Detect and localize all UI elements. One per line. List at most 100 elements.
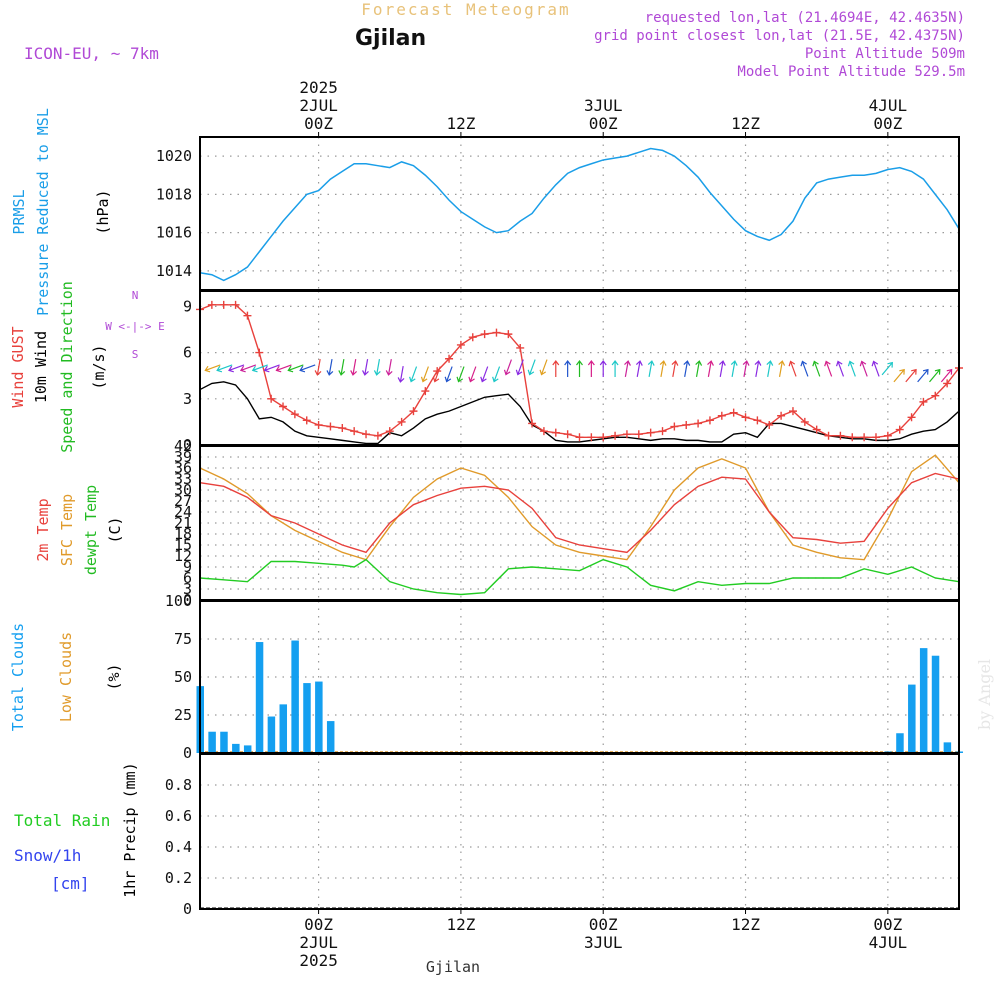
gust-marker <box>800 417 809 426</box>
cloud-bar <box>267 716 276 753</box>
panel-axis-label: dewpt Temp <box>82 485 100 575</box>
arrow-shaft <box>754 360 762 377</box>
wind-direction-arrow <box>362 359 369 376</box>
wind-direction-arrow <box>228 364 245 373</box>
wind-direction-arrow <box>373 359 381 376</box>
panel-axis-label: (%) <box>105 663 123 690</box>
wind-direction-arrow <box>788 360 797 377</box>
wind-direction-arrow <box>397 366 405 383</box>
gust-marker <box>575 433 584 442</box>
y-tick-label: 1016 <box>156 224 192 242</box>
y-tick-label: 1020 <box>156 147 192 165</box>
gust-marker <box>528 419 537 428</box>
gust-marker <box>919 397 928 406</box>
y-tick-label: 0.8 <box>165 776 192 794</box>
cloud-bar <box>291 640 299 753</box>
gust-marker <box>587 433 596 442</box>
arrow-shaft <box>683 360 691 377</box>
arrow-shaft <box>216 364 233 373</box>
gridpoint-coords: grid point closest lon,lat (21.5E, 42.43… <box>594 28 965 44</box>
legend-total-rain: Total Rain <box>14 811 110 830</box>
arrow-shaft <box>552 360 560 377</box>
arrow-shaft <box>539 359 548 376</box>
x-tick-label-bottom: 12Z <box>731 915 760 934</box>
y-tick-label: 33 <box>174 470 192 488</box>
arrow-shaft <box>847 360 856 377</box>
arrow-shaft <box>624 360 631 377</box>
model-label: ICON-EU, ~ 7km <box>24 44 159 63</box>
arrow-shaft <box>385 359 393 376</box>
wind-direction-arrow <box>683 360 691 377</box>
gust-marker <box>456 340 465 349</box>
wind-direction-arrow <box>929 368 941 383</box>
wind-direction-arrow <box>800 360 809 377</box>
wind-direction-arrow <box>647 360 655 377</box>
gust-marker <box>397 417 406 426</box>
panel-axis-label: 10m Wind <box>32 331 50 403</box>
gust-marker <box>421 387 430 396</box>
arrow-shaft <box>456 366 465 383</box>
y-tick-label: 24 <box>174 503 192 521</box>
sfc-temp-line <box>199 454 960 561</box>
gust-marker <box>777 411 786 420</box>
arrow-shaft <box>527 359 536 376</box>
x-tick-label-top: 2025 <box>299 78 338 97</box>
panel-axis-label: SFC Temp <box>58 494 76 566</box>
wind-direction-arrow <box>338 359 346 376</box>
gust-marker <box>516 343 525 352</box>
y-tick-label: 30 <box>174 481 192 499</box>
gust-marker <box>931 391 940 400</box>
y-tick-label: 1014 <box>156 262 192 280</box>
wind-direction-arrow <box>635 360 643 377</box>
gust-marker <box>871 433 880 442</box>
gust-marker <box>741 413 750 422</box>
x-tick-label-bottom: 2025 <box>299 951 338 970</box>
y-tick-label: 0 <box>183 436 192 454</box>
wind-direction-arrow <box>444 366 453 383</box>
panel-frame-1 <box>199 136 960 291</box>
wind-direction-arrow <box>275 364 292 373</box>
cloud-bar <box>896 733 904 753</box>
gust-marker <box>267 394 276 403</box>
x-tick-label-top: 00Z <box>873 114 902 133</box>
panel-axis-label: Wind GUST <box>9 326 27 407</box>
y-tick-label: 15 <box>174 536 192 554</box>
y-tick-label: 1018 <box>156 185 192 203</box>
arrow-shaft <box>788 360 797 377</box>
wind-direction-arrow <box>503 359 512 376</box>
cloud-bar <box>943 742 952 753</box>
arrow-shaft <box>251 364 268 373</box>
wind-direction-arrow <box>881 361 893 376</box>
cloud-bar <box>919 648 928 753</box>
wind-direction-arrow <box>576 360 583 377</box>
arrow-shaft <box>299 364 316 373</box>
cloud-bar <box>326 721 335 753</box>
wind-direction-arrow <box>599 360 607 377</box>
wind-direction-arrow <box>859 360 868 377</box>
arrow-shaft <box>576 360 583 377</box>
wind-direction-arrow <box>940 368 953 383</box>
y-tick-label: 6 <box>183 569 192 587</box>
arrow-shaft <box>492 366 501 383</box>
wind-direction-arrow <box>624 360 631 377</box>
requested-coords: requested lon,lat (21.4694E, 42.4635N) <box>644 10 965 26</box>
gust-marker <box>895 425 904 434</box>
gust-marker <box>255 348 264 357</box>
gust-marker <box>599 433 608 442</box>
pressure-line <box>199 147 960 282</box>
arrow-shaft <box>515 359 524 376</box>
arrow-shaft <box>917 368 929 383</box>
wind-direction-arrow <box>754 360 762 377</box>
y-tick-label: 39 <box>174 448 192 466</box>
wind-direction-arrow <box>468 366 477 383</box>
arrow-shaft <box>659 360 667 377</box>
arrow-shaft <box>824 360 833 377</box>
gust-marker <box>539 427 548 436</box>
wind-direction-arrow <box>812 360 821 377</box>
cloud-bar <box>243 745 252 753</box>
y-tick-label: 3 <box>183 390 192 408</box>
y-tick-label: 3 <box>183 580 192 598</box>
cloud-bar <box>255 642 264 753</box>
y-tick-label: 50 <box>174 668 192 686</box>
x-tick-label-top: 3JUL <box>584 96 623 115</box>
